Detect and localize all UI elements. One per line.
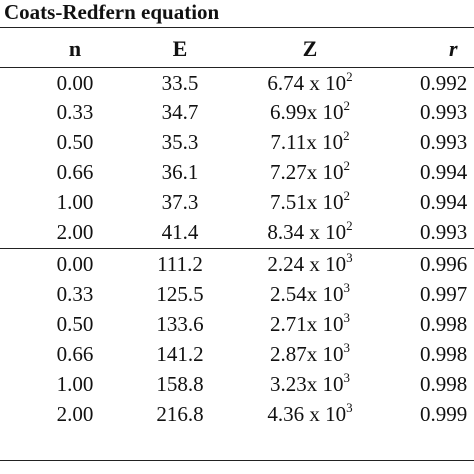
- cell-n: 2.00: [56, 220, 94, 244]
- z-exponent: 2: [343, 188, 351, 203]
- cell-z: 6.99x 102: [245, 98, 375, 126]
- cell-z: 3.23x 103: [245, 370, 375, 398]
- cell-n: 2.00: [56, 402, 94, 426]
- z-mantissa: 2.24 x 10: [267, 252, 347, 276]
- cell-n: 0.66: [56, 160, 94, 184]
- cell-r: 0.993: [420, 220, 468, 244]
- z-mantissa: 6.99x 10: [270, 100, 344, 124]
- z-exponent: 2: [346, 69, 353, 84]
- cell-e: 133.6: [156, 312, 204, 336]
- cell-z: 2.71x 103: [245, 310, 375, 338]
- table-title: Coats-Redfern equation: [4, 0, 220, 24]
- z-exponent: 3: [343, 370, 351, 385]
- cell-e: 34.7: [161, 100, 199, 124]
- header-rule: [0, 67, 474, 68]
- cell-n: 0.33: [56, 100, 94, 124]
- cell-n: 1.00: [56, 372, 94, 396]
- cell-z: 7.51x 102: [245, 188, 375, 216]
- cell-r: 0.998: [420, 342, 468, 366]
- cell-e: 141.2: [156, 342, 204, 366]
- cell-n: 0.00: [56, 71, 94, 95]
- cell-r: 0.992: [420, 71, 468, 95]
- z-mantissa: 7.27x 10: [270, 160, 344, 184]
- z-exponent: 2: [343, 98, 351, 113]
- z-mantissa: 2.87x 10: [270, 342, 344, 366]
- cell-n: 0.00: [56, 252, 94, 276]
- z-mantissa: 4.36 x 10: [267, 402, 347, 426]
- z-exponent: 3: [343, 280, 351, 295]
- z-exponent: 3: [343, 340, 351, 355]
- z-exponent: 3: [346, 400, 353, 415]
- cell-r: 0.993: [420, 130, 468, 154]
- cell-r: 0.997: [420, 282, 468, 306]
- z-mantissa: 8.34 x 10: [267, 220, 347, 244]
- cell-e: 158.8: [156, 372, 204, 396]
- z-mantissa: 3.23x 10: [270, 372, 344, 396]
- cell-r: 0.999: [420, 402, 468, 426]
- cell-z: 2.87x 103: [245, 340, 375, 368]
- cell-r: 0.998: [420, 312, 468, 336]
- cell-n: 1.00: [56, 190, 94, 214]
- z-mantissa: 7.11x 10: [270, 130, 344, 154]
- cell-r: 0.993: [420, 100, 468, 124]
- cell-e: 37.3: [161, 190, 199, 214]
- cell-e: 33.5: [161, 71, 199, 95]
- header-z: Z: [302, 36, 318, 61]
- header-e: E: [172, 36, 188, 61]
- cell-e: 35.3: [161, 130, 199, 154]
- z-exponent: 3: [343, 310, 351, 325]
- z-mantissa: 2.54x 10: [270, 282, 344, 306]
- top-rule: [0, 27, 474, 28]
- z-exponent: 2: [343, 128, 350, 143]
- cell-z: 8.34 x 102: [245, 218, 375, 246]
- z-exponent: 3: [346, 250, 353, 265]
- cell-n: 0.50: [56, 130, 94, 154]
- cell-n: 0.33: [56, 282, 94, 306]
- z-mantissa: 7.51x 10: [270, 190, 344, 214]
- header-n: n: [68, 36, 82, 61]
- cell-n: 0.50: [56, 312, 94, 336]
- cell-e: 111.2: [157, 252, 203, 276]
- bottom-rule: [0, 460, 474, 461]
- header-r: r: [449, 36, 458, 61]
- cell-z: 4.36 x 103: [245, 400, 375, 428]
- cell-r: 0.994: [420, 190, 468, 214]
- cell-z: 2.24 x 103: [245, 250, 375, 278]
- cell-e: 36.1: [161, 160, 199, 184]
- cell-r: 0.994: [420, 160, 468, 184]
- cell-e: 216.8: [156, 402, 204, 426]
- z-exponent: 2: [343, 158, 351, 173]
- cell-z: 6.74 x 102: [245, 69, 375, 97]
- z-exponent: 2: [346, 218, 353, 233]
- z-mantissa: 2.71x 10: [270, 312, 344, 336]
- z-mantissa: 6.74 x 10: [267, 71, 347, 95]
- cell-r: 0.996: [420, 252, 468, 276]
- cell-z: 7.27x 102: [245, 158, 375, 186]
- cell-r: 0.998: [420, 372, 468, 396]
- cell-e: 125.5: [156, 282, 204, 306]
- cell-z: 2.54x 103: [245, 280, 375, 308]
- group-separator-rule: [0, 248, 474, 249]
- cell-n: 0.66: [56, 342, 94, 366]
- cell-e: 41.4: [161, 220, 199, 244]
- cell-z: 7.11x 102: [245, 128, 375, 156]
